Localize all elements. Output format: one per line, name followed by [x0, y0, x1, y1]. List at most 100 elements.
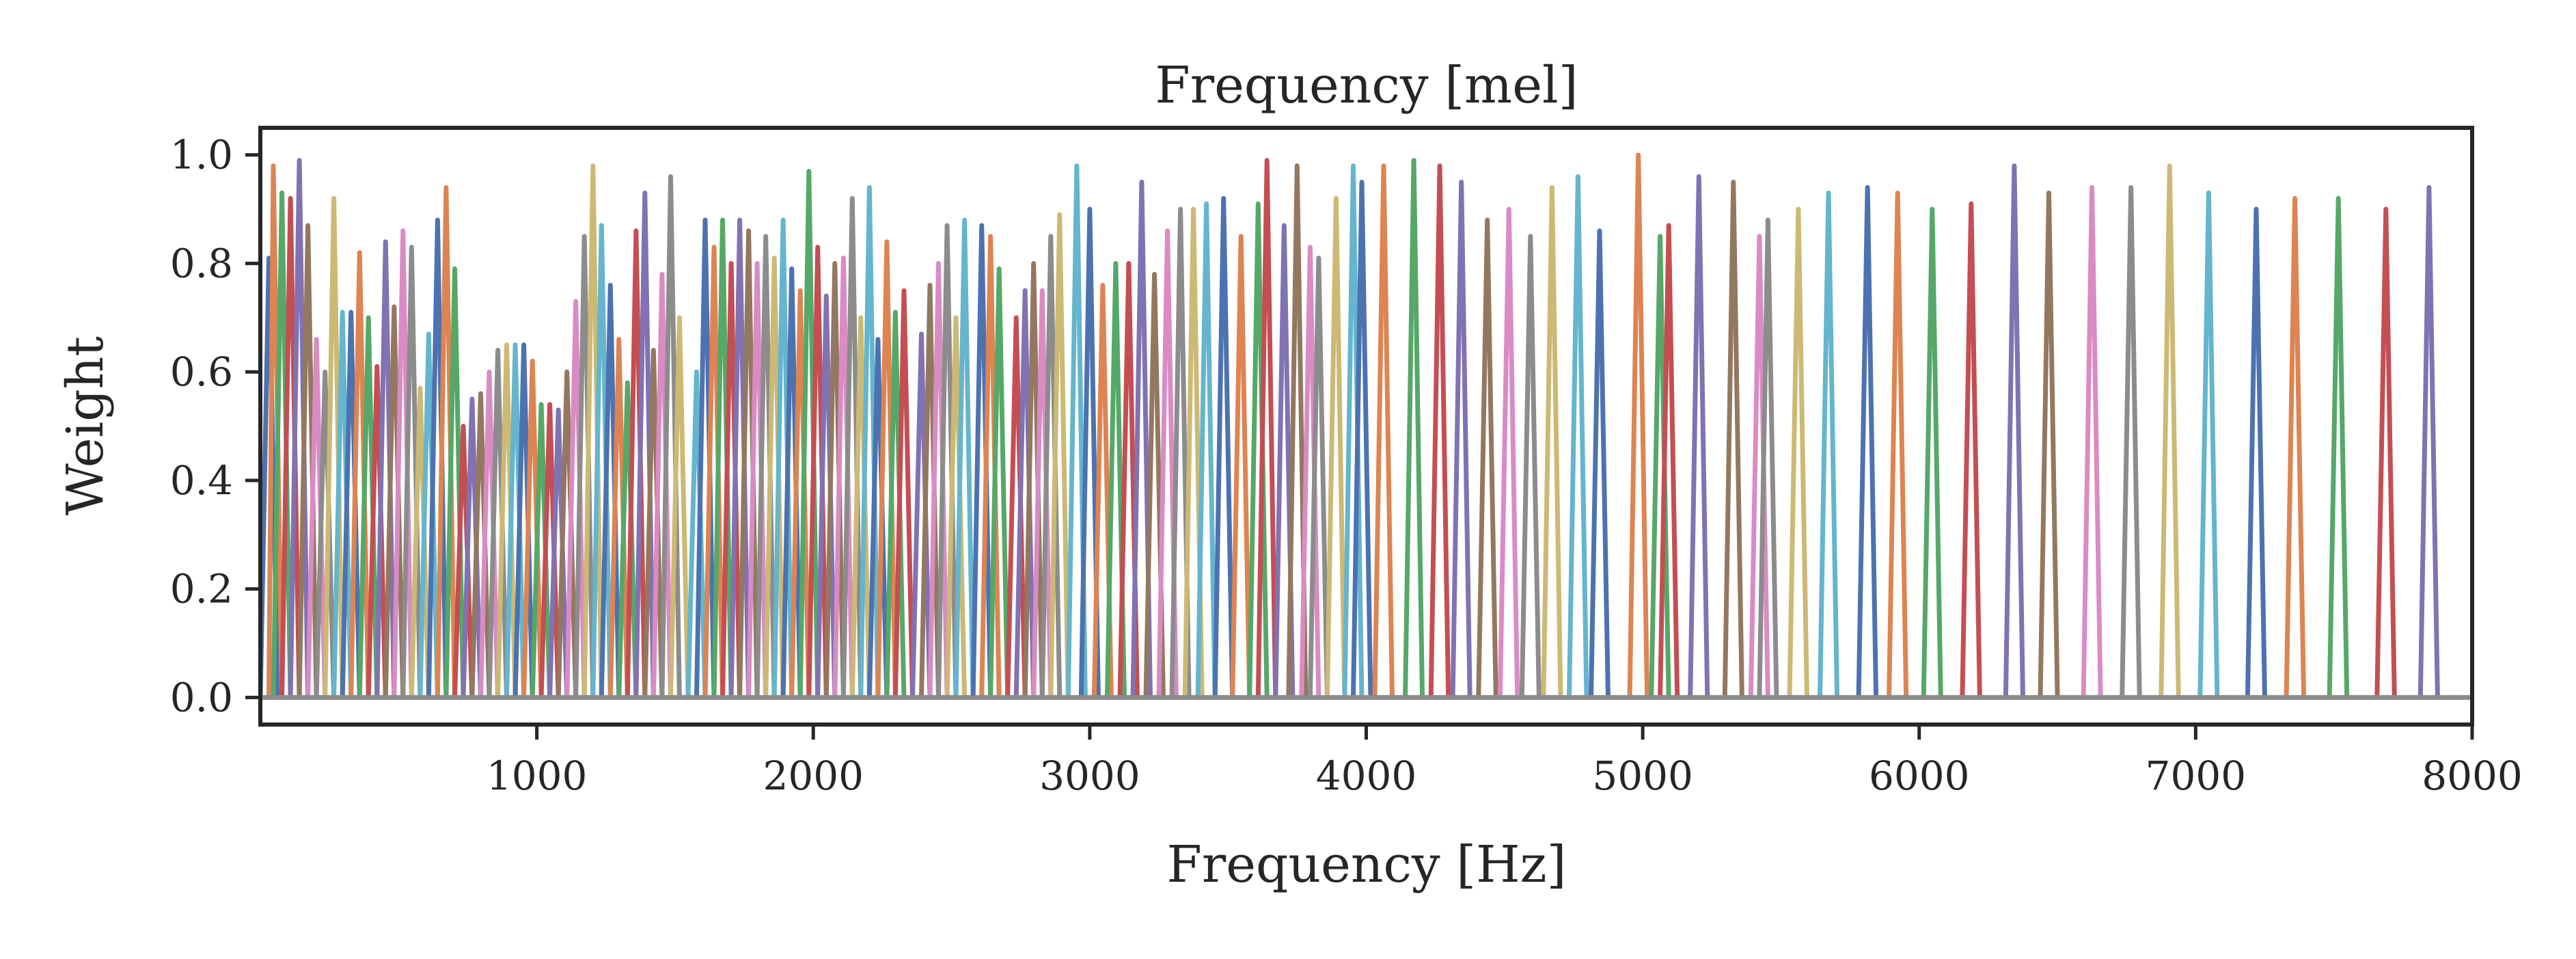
x-tick-label: 3000	[1039, 753, 1140, 799]
filter-line-51	[694, 217, 717, 698]
x-tick-label: 7000	[2146, 753, 2247, 799]
filter-line-102	[1230, 234, 1252, 698]
filter-line-54	[720, 260, 743, 698]
filter-line-126	[1722, 179, 1744, 698]
filter-line-80	[953, 217, 976, 698]
filter-line-42	[607, 337, 630, 698]
filter-line-127	[1748, 234, 1770, 698]
filter-line-74	[892, 288, 915, 698]
filter-line-13	[357, 315, 380, 698]
filter-line-32	[521, 358, 544, 698]
filter-line-67	[832, 256, 855, 698]
filter-line-12	[348, 250, 371, 698]
y-tick-label: 0.6	[170, 349, 233, 395]
filter-line-137	[2081, 185, 2103, 698]
filter-line-145	[2417, 185, 2440, 698]
filter-line-61	[780, 266, 803, 698]
filter-line-132	[1887, 190, 1909, 698]
filter-line-24	[452, 424, 475, 698]
filter-line-46	[642, 347, 665, 698]
filter-line-38	[573, 234, 596, 698]
filter-line-50	[685, 369, 708, 698]
filter-line-27	[478, 369, 501, 698]
filter-line-107	[1299, 245, 1321, 698]
filter-line-59	[763, 256, 786, 698]
filter-line-31	[512, 342, 535, 698]
filter-line-81	[970, 223, 994, 698]
filter-line-62	[789, 288, 812, 698]
filter-line-118	[1519, 234, 1542, 698]
x-axis-label: Frequency [Hz]	[1166, 835, 1566, 894]
filter-line-125	[1688, 174, 1710, 698]
filter-line-71	[866, 337, 890, 698]
filter-line-41	[599, 282, 622, 698]
filter-line-84	[1005, 315, 1028, 698]
filter-line-77	[927, 260, 950, 698]
filter-line-47	[650, 271, 673, 698]
filter-line-52	[702, 245, 725, 698]
filter-line-79	[944, 315, 968, 698]
filter-line-119	[1541, 185, 1563, 698]
filter-line-53	[711, 217, 734, 698]
filter-line-89	[1048, 212, 1071, 698]
chart-title: Frequency [mel]	[1155, 56, 1578, 115]
filter-line-141	[2245, 206, 2267, 698]
y-tick-label: 0.0	[170, 674, 233, 720]
y-tick-label: 0.4	[170, 457, 233, 504]
filter-line-140	[2197, 190, 2220, 698]
filter-line-75	[910, 332, 933, 698]
filter-line-19	[409, 386, 431, 698]
filter-line-144	[2374, 206, 2397, 698]
filter-line-26	[469, 391, 492, 698]
filter-line-111	[1351, 179, 1373, 698]
filter-line-5	[288, 158, 311, 698]
filter-line-16	[383, 304, 406, 698]
x-tick-label: 4000	[1316, 753, 1417, 799]
series-layer	[260, 152, 2472, 700]
filter-line-143	[2327, 195, 2350, 698]
filter-line-3	[271, 190, 293, 698]
filter-line-66	[823, 260, 846, 698]
filter-line-133	[1921, 206, 1943, 698]
y-tick-label: 0.8	[170, 240, 233, 286]
filter-line-88	[1039, 234, 1063, 698]
filter-line-39	[581, 163, 604, 698]
filter-line-76	[919, 282, 941, 698]
filter-line-57	[746, 260, 769, 698]
filter-line-56	[737, 228, 760, 698]
y-axis: 0.0 0.2 0.4 0.6 0.8 1.0	[170, 132, 260, 720]
filter-line-120	[1567, 174, 1589, 698]
filter-line-17	[392, 228, 414, 698]
x-tick-label: 8000	[2422, 753, 2523, 799]
filter-line-101	[1212, 195, 1235, 698]
filter-line-69	[849, 315, 872, 698]
filter-line-85	[1013, 288, 1037, 698]
filter-line-21	[426, 217, 449, 698]
filter-line-34	[538, 402, 561, 698]
filter-line-36	[556, 369, 579, 698]
filter-line-60	[771, 217, 795, 698]
filter-line-136	[2038, 190, 2060, 698]
filter-line-44	[625, 228, 648, 698]
filter-line-33	[530, 402, 553, 698]
filter-line-86	[1022, 260, 1045, 698]
filter-line-87	[1031, 288, 1054, 698]
filter-line-64	[806, 245, 829, 698]
filter-line-7	[305, 337, 328, 698]
filter-line-103	[1247, 201, 1270, 698]
filter-line-131	[1856, 185, 1879, 698]
filter-line-124	[1658, 223, 1680, 698]
x-tick-label: 2000	[763, 753, 864, 799]
filter-line-58	[754, 234, 777, 698]
filter-line-65	[815, 293, 838, 698]
y-axis-label: Weight	[56, 336, 115, 516]
filter-line-135	[2003, 163, 2025, 698]
filter-line-29	[495, 342, 518, 698]
filter-line-37	[564, 299, 587, 698]
y-tick-label: 1.0	[170, 132, 233, 178]
filter-line-130	[1818, 190, 1840, 698]
filter-line-2	[266, 163, 285, 698]
filter-line-40	[590, 223, 613, 698]
filter-line-108	[1307, 256, 1330, 698]
